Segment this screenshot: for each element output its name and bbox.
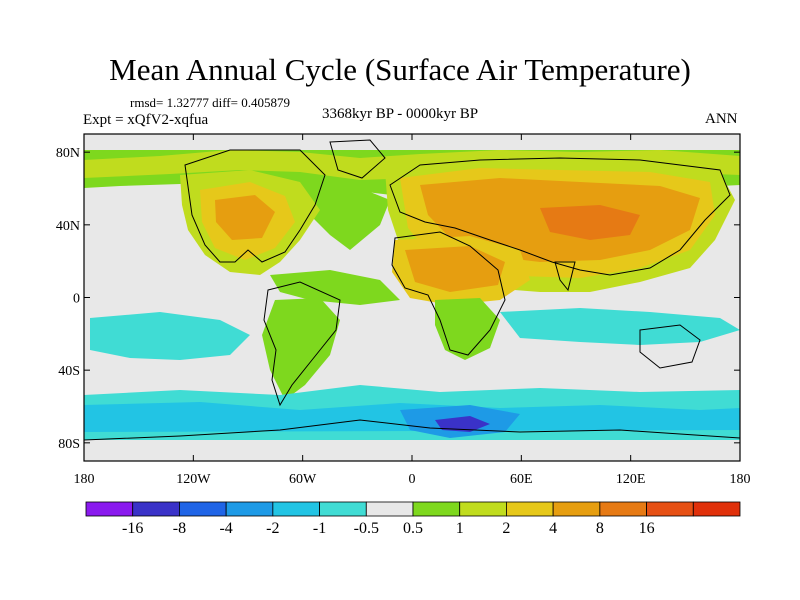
- region-north-atlantic: [300, 185, 390, 250]
- colorbar-label: 8: [595, 520, 604, 537]
- lat-axis: 80N 40N 0 40S 80S: [56, 146, 740, 452]
- coast-eurasia: [389, 157, 731, 276]
- colorbar-label: 4: [549, 520, 558, 537]
- lat-tick-label: 0: [73, 292, 80, 307]
- colorbar-swatch: [692, 501, 741, 517]
- colorbar-swatch: [412, 501, 461, 517]
- lat-tick-label: 40S: [58, 364, 80, 379]
- colorbar-label: -8: [172, 520, 187, 537]
- colorbar-swatch: [365, 501, 414, 517]
- coast-africa: [391, 231, 506, 356]
- colorbar-swatch: [85, 501, 134, 517]
- coast-antarctica: [84, 419, 740, 441]
- season-label: ANN: [705, 111, 738, 127]
- coast-south-america: [263, 281, 341, 407]
- colorbar-label: 1: [455, 520, 464, 537]
- colorbar-label: 0.5: [403, 520, 423, 537]
- colorbar-label: -16: [122, 520, 144, 537]
- lat-tick-label: 80N: [56, 146, 80, 161]
- colorbar-swatch: [272, 501, 320, 517]
- colorbar-swatch: [319, 501, 367, 517]
- anomaly-field: [84, 150, 740, 461]
- colorbar-swatch: [132, 501, 180, 517]
- colorbar-swatch: [599, 501, 647, 517]
- region-south-america: [262, 298, 340, 400]
- lon-tick-label: 60W: [289, 472, 317, 487]
- colorbar-swatch: [225, 501, 274, 517]
- chart-title: Mean Annual Cycle (Surface Air Temperatu…: [109, 52, 691, 87]
- lon-tick-label: 60E: [510, 472, 533, 487]
- region-weddell-core: [435, 416, 490, 432]
- region-antarctica: [84, 440, 740, 461]
- colorbar-swatch: [459, 501, 507, 517]
- lat-tick-label: 80S: [58, 437, 80, 452]
- colorbar: [85, 501, 741, 517]
- lon-tick-label: 0: [409, 472, 416, 487]
- coastlines: [84, 139, 740, 441]
- colorbar-label: -0.5: [353, 520, 379, 537]
- colorbar-label: 16: [638, 520, 655, 537]
- experiment-label: Expt = xQfV2-xqfua: [83, 112, 209, 128]
- coast-india: [554, 261, 576, 292]
- lon-tick-label: 120W: [176, 472, 211, 487]
- colorbar-label: -1: [312, 520, 327, 537]
- region-sahara: [405, 246, 505, 292]
- region-indian-cool: [500, 308, 740, 345]
- colorbar-swatch: [646, 501, 694, 517]
- colorbar-swatch: [552, 501, 601, 517]
- colorbar-label: -2: [266, 520, 280, 537]
- region-na-core: [215, 195, 275, 240]
- colorbar-swatch: [179, 501, 227, 517]
- region-tropical-cool: [90, 312, 250, 360]
- period-label: 3368kyr BP - 0000kyr BP: [322, 106, 479, 122]
- colorbar-swatch: [506, 501, 554, 517]
- lon-tick-label: 180: [730, 472, 751, 487]
- lon-tick-label: 180: [74, 472, 95, 487]
- region-equatorial-atlantic: [270, 270, 400, 305]
- lon-axis: 180 120W 60W 0 60E 120E 180: [74, 134, 751, 487]
- colorbar-label: -4: [219, 520, 233, 537]
- stats-text: rmsd= 1.32777 diff= 0.405879: [130, 95, 290, 110]
- coast-north-america: [184, 149, 326, 263]
- coast-australia: [639, 324, 701, 369]
- region-central-asia: [540, 205, 640, 240]
- colorbar-label: 2: [502, 520, 511, 537]
- coast-greenland: [329, 139, 386, 179]
- lat-tick-label: 40N: [56, 219, 80, 234]
- region-southern-africa: [435, 298, 500, 360]
- lon-tick-label: 120E: [616, 472, 646, 487]
